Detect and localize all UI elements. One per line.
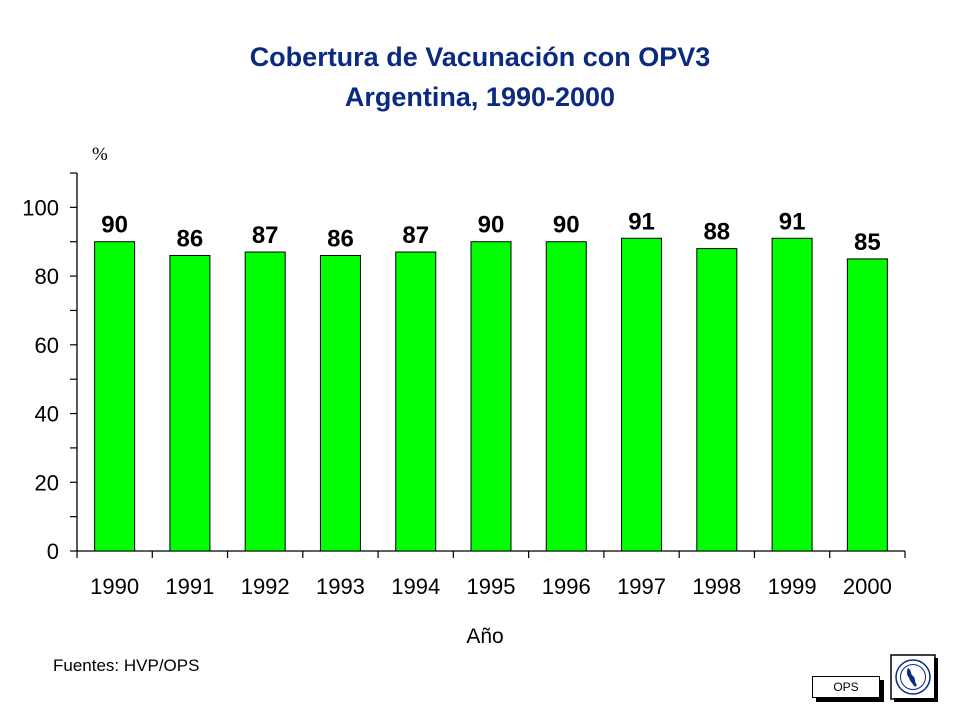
bar-1993 <box>319 254 361 552</box>
data-label-1995: 90 <box>478 212 505 239</box>
data-label-1994: 87 <box>402 222 429 249</box>
x-tick-label-1993: 1993 <box>316 574 365 599</box>
y-axis-label: % <box>92 144 108 165</box>
data-label-1998: 88 <box>703 219 730 246</box>
chart-title-line2: Argentina, 1990-2000 <box>344 82 616 112</box>
x-tick-label-1998: 1998 <box>692 574 741 599</box>
data-label-1996: 90 <box>553 212 580 239</box>
x-tick-label-1997: 1997 <box>617 574 666 599</box>
x-tick-label-2000: 2000 <box>843 574 892 599</box>
data-label-2000: 85 <box>854 229 881 256</box>
chart-title-line1: Cobertura de Vacunación con OPV3 <box>249 42 711 72</box>
y-tick-label: 20 <box>35 470 59 495</box>
x-tick-label-1995: 1995 <box>467 574 516 599</box>
data-label-1992: 87 <box>252 222 279 249</box>
bar-1994 <box>395 251 437 552</box>
data-label-1990: 90 <box>101 212 128 239</box>
x-tick-label-1990: 1990 <box>90 574 139 599</box>
x-tick-label-1999: 1999 <box>768 574 817 599</box>
data-label-1991: 86 <box>177 225 204 252</box>
bar-1999 <box>771 237 813 552</box>
x-tick-label-1992: 1992 <box>241 574 290 599</box>
x-tick-label-1996: 1996 <box>542 574 591 599</box>
ops-badge: OPS <box>812 676 880 698</box>
y-tick-label: 40 <box>35 402 59 427</box>
y-tick-label: 80 <box>35 264 59 289</box>
bar-1998 <box>696 248 738 552</box>
y-tick-label: 100 <box>22 195 59 220</box>
bar-1991 <box>169 254 211 552</box>
y-tick-label: 60 <box>35 333 59 358</box>
x-tick-label-1991: 1991 <box>165 574 214 599</box>
y-tick-label: 0 <box>47 539 59 564</box>
data-label-1997: 91 <box>628 208 655 235</box>
x-axis-label: Año <box>466 625 503 648</box>
bar-1992 <box>244 251 286 552</box>
bar-1996 <box>545 241 587 552</box>
x-tick-label-1994: 1994 <box>391 574 440 599</box>
bar-1990 <box>94 241 136 552</box>
bar-1995 <box>470 241 512 552</box>
bar-1997 <box>621 237 663 552</box>
source-note: Fuentes: HVP/OPS <box>53 656 200 675</box>
ops-emblem-icon <box>890 654 938 702</box>
bar-2000 <box>846 258 888 552</box>
plot-area: 0 20 40 60 80 100 90 1990 86 1991 87 1992 86 1993 87 19… <box>22 144 906 648</box>
data-label-1999: 91 <box>779 208 806 235</box>
data-label-1993: 86 <box>327 225 354 252</box>
